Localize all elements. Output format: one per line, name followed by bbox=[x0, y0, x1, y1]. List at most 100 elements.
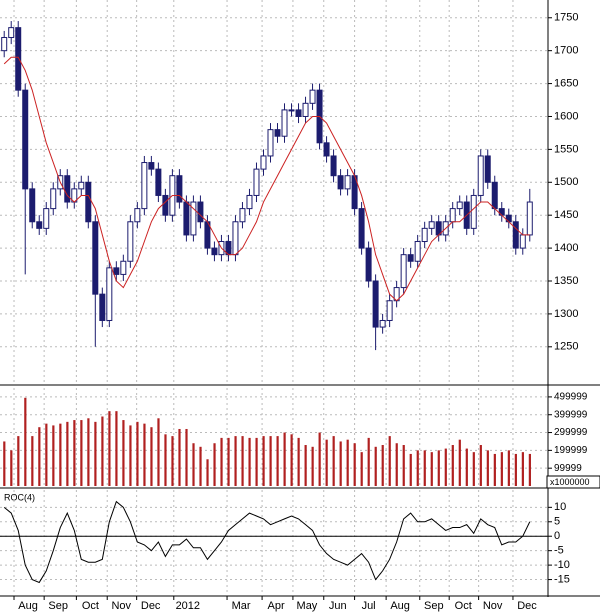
volume-bar bbox=[80, 420, 83, 486]
y-tick-label: 399999 bbox=[554, 409, 588, 420]
candle-body bbox=[512, 221, 519, 249]
candle-body bbox=[43, 208, 50, 229]
candle-body bbox=[428, 221, 435, 229]
volume-bar bbox=[528, 453, 531, 486]
volume-bar bbox=[451, 445, 454, 486]
candle-body bbox=[274, 129, 281, 137]
y-tick-label: 1300 bbox=[554, 308, 578, 320]
y-tick-label: 1550 bbox=[554, 143, 578, 155]
volume-bar bbox=[507, 450, 510, 486]
volume-bar bbox=[59, 423, 62, 486]
candle-body bbox=[197, 201, 204, 223]
volume-bar bbox=[136, 421, 139, 486]
candle-body bbox=[365, 247, 372, 282]
candle-body bbox=[29, 188, 36, 223]
candle-body bbox=[309, 89, 316, 104]
volume-bar bbox=[241, 436, 244, 486]
candle-body bbox=[15, 27, 22, 91]
candle-body bbox=[106, 267, 113, 321]
volume-bar bbox=[234, 436, 237, 486]
volume-bar bbox=[472, 452, 475, 486]
volume-bar bbox=[164, 434, 167, 486]
candle-body bbox=[162, 194, 169, 216]
candle-body bbox=[414, 241, 421, 262]
volume-bar bbox=[360, 452, 363, 486]
y-tick-label: -15 bbox=[554, 573, 570, 585]
volume-bar bbox=[521, 452, 524, 486]
candle-body bbox=[519, 234, 526, 249]
y-tick-label: 199999 bbox=[554, 445, 588, 456]
candle-body bbox=[92, 221, 99, 295]
volume-bar bbox=[346, 439, 349, 486]
candle-body bbox=[99, 293, 106, 321]
y-tick-label: 99999 bbox=[554, 463, 582, 474]
unit-label: x1000000 bbox=[550, 477, 590, 487]
y-tick-label: 1400 bbox=[554, 242, 578, 254]
candle-body bbox=[1, 37, 8, 52]
volume-bar bbox=[381, 445, 384, 486]
volume-bar bbox=[185, 428, 188, 486]
x-tick-label: Nov bbox=[111, 600, 131, 612]
volume-bar bbox=[129, 425, 132, 486]
candle-body bbox=[50, 188, 57, 210]
candle-body bbox=[372, 280, 379, 328]
volume-bar bbox=[304, 445, 307, 486]
volume-bar bbox=[416, 450, 419, 486]
candle-body bbox=[302, 102, 309, 117]
y-tick-label: -5 bbox=[554, 545, 564, 557]
volume-bar bbox=[479, 445, 482, 486]
y-tick-label: 1700 bbox=[554, 45, 578, 57]
volume-bar bbox=[157, 418, 160, 486]
volume-bar bbox=[255, 437, 258, 486]
y-tick-label: 1250 bbox=[554, 341, 578, 353]
candle-body bbox=[295, 109, 302, 117]
y-tick-label: 499999 bbox=[554, 392, 588, 403]
candle-body bbox=[526, 201, 533, 236]
x-tick-label: Apr bbox=[268, 600, 285, 612]
x-tick-label: Jul bbox=[362, 600, 376, 612]
volume-bar bbox=[437, 450, 440, 486]
candle-body bbox=[407, 254, 414, 262]
candle-body bbox=[491, 181, 498, 210]
volume-bar bbox=[220, 437, 223, 486]
candle-body bbox=[127, 221, 134, 262]
volume-bar bbox=[101, 416, 104, 486]
volume-bar bbox=[458, 439, 461, 486]
volume-bar bbox=[332, 436, 335, 486]
candle-body bbox=[470, 194, 477, 229]
panel-title: ROC(4) bbox=[4, 492, 35, 502]
y-tick-label: 1500 bbox=[554, 176, 578, 188]
volume-bar bbox=[409, 453, 412, 486]
volume-bar bbox=[227, 437, 230, 486]
candle-body bbox=[134, 208, 141, 223]
volume-bar bbox=[388, 436, 391, 486]
volume-bar bbox=[367, 437, 370, 486]
candle-body bbox=[64, 175, 71, 203]
candle-body bbox=[22, 89, 29, 190]
volume-bar bbox=[248, 437, 251, 486]
y-tick-label: 299999 bbox=[554, 427, 588, 438]
x-tick-label: Jun bbox=[329, 600, 347, 612]
volume-bar bbox=[17, 436, 20, 486]
volume-bar bbox=[500, 452, 503, 486]
candle-body bbox=[36, 221, 43, 229]
volume-bar bbox=[171, 436, 174, 486]
x-tick-label: Dec bbox=[141, 600, 161, 612]
candle-body bbox=[78, 181, 85, 190]
y-tick-label: 0 bbox=[554, 530, 560, 542]
candle-body bbox=[141, 162, 148, 210]
volume-bar bbox=[143, 423, 146, 486]
volume-bar bbox=[353, 443, 356, 486]
candle-body bbox=[421, 227, 428, 243]
candle-body bbox=[330, 155, 337, 177]
x-tick-label: Oct bbox=[455, 600, 472, 612]
roc-line bbox=[3, 500, 531, 584]
x-tick-label: 2012 bbox=[176, 600, 200, 612]
volume-bar bbox=[269, 436, 272, 486]
volume-bar bbox=[52, 425, 55, 486]
y-tick-label: 1350 bbox=[554, 275, 578, 287]
candle-body bbox=[176, 175, 183, 203]
y-tick-label: 1750 bbox=[554, 12, 578, 24]
candle-body bbox=[190, 201, 197, 236]
candle-body bbox=[85, 181, 92, 223]
